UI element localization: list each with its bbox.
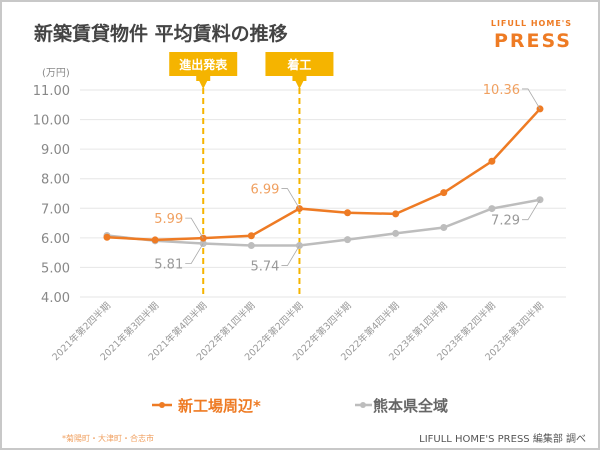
data-label: 5.81: [154, 257, 183, 272]
leader-line: [281, 245, 300, 266]
annotation-label: 進出発表: [179, 57, 228, 72]
chart-title: 新築賃貸物件 平均賃料の推移: [34, 22, 288, 45]
y-axis-unit: (万円): [42, 68, 70, 79]
logo: LIFULL HOME'S PRESS: [491, 19, 572, 52]
series-line: [106, 198, 541, 247]
leader-line: [522, 88, 541, 110]
data-point: [344, 236, 352, 244]
legend-marker-gray: [360, 402, 366, 408]
data-point: [151, 236, 159, 244]
credit: LIFULL HOME'S PRESS 編集部 調べ: [419, 432, 586, 445]
data-point: [392, 210, 400, 218]
legend-label-orange: 新工場周辺*: [178, 397, 261, 415]
y-tick-label: 7.00: [41, 202, 70, 217]
data-point: [392, 229, 400, 237]
y-tick-label: 8.00: [41, 173, 70, 188]
legend-label-gray: 熊本県全域: [373, 397, 448, 415]
annotation-box: [265, 52, 334, 76]
y-tick-label: 9.00: [41, 143, 70, 158]
y-tick-label: 11.00: [33, 84, 70, 99]
logo-line1: LIFULL HOME'S: [491, 19, 572, 28]
series-line: [106, 108, 541, 242]
data-point: [440, 224, 448, 232]
leader-line: [185, 243, 204, 264]
legend-marker-orange: [159, 402, 165, 408]
legend: 新工場周辺* 熊本県全域: [152, 397, 448, 415]
y-tick-label: 4.00: [41, 291, 70, 306]
leader-line: [281, 188, 300, 209]
data-label: 5.99: [154, 212, 183, 227]
arrow-down-icon: [292, 76, 307, 89]
arrow-down-icon: [196, 76, 211, 89]
data-point: [247, 242, 255, 250]
data-point: [488, 157, 496, 165]
logo-line2: PRESS: [494, 30, 572, 52]
data-label: 5.74: [250, 260, 279, 275]
data-point: [344, 209, 352, 217]
annotation-box: [169, 52, 238, 76]
data-point: [440, 189, 448, 197]
y-tick-label: 10.00: [33, 114, 70, 129]
footnote: *菊陽町・大津町・合志市: [62, 433, 154, 443]
data-label: 10.36: [483, 83, 520, 98]
leader-line: [522, 199, 541, 221]
data-point: [103, 233, 111, 241]
data-label: 7.29: [491, 214, 520, 229]
data-label: 6.99: [250, 183, 279, 198]
annotation-label: 着工: [286, 57, 311, 72]
y-tick-label: 5.00: [41, 261, 70, 276]
leader-line: [185, 217, 204, 239]
y-tick-label: 6.00: [41, 232, 70, 247]
data-point: [488, 205, 496, 213]
data-point: [247, 232, 255, 240]
